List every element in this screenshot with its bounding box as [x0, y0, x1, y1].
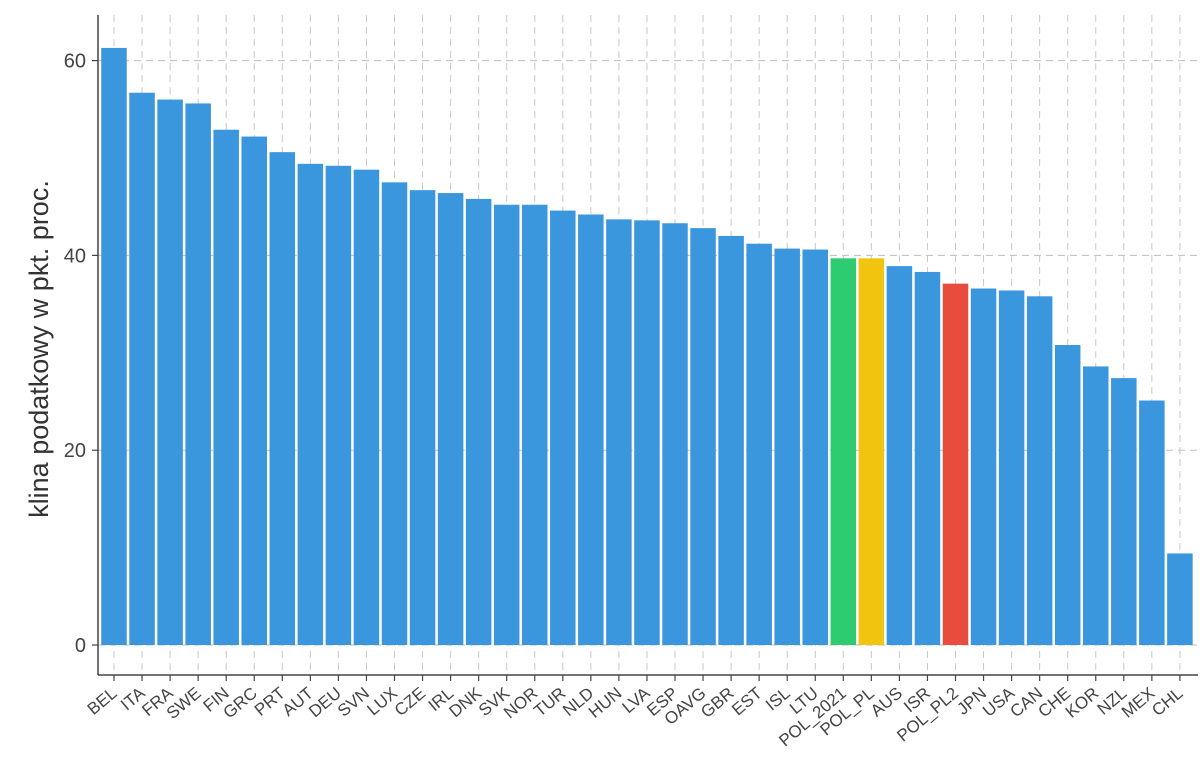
y-tick-label: 20	[64, 440, 86, 462]
bar	[185, 103, 211, 646]
bar	[213, 129, 239, 645]
bar	[129, 92, 155, 645]
x-tick-label: CHL	[1148, 684, 1186, 720]
y-axis-title: klina podatkowy w pkt. proc.	[24, 180, 54, 518]
bar	[690, 228, 716, 646]
bar	[550, 210, 576, 645]
bar	[830, 258, 857, 645]
y-tick-label: 0	[75, 635, 86, 657]
bar	[437, 193, 464, 645]
bar	[493, 204, 520, 645]
bar	[1026, 296, 1053, 645]
bar	[914, 271, 941, 645]
bar	[606, 219, 632, 645]
x-tick-label: CZE	[391, 684, 429, 720]
bar	[942, 283, 969, 645]
bar	[1167, 553, 1193, 645]
bar	[409, 190, 436, 645]
bar	[101, 47, 127, 646]
bar	[522, 204, 548, 645]
bar	[1139, 400, 1165, 645]
bar	[1111, 378, 1137, 645]
bar	[998, 290, 1025, 645]
bar	[353, 169, 380, 646]
bar	[465, 198, 492, 645]
bar	[886, 266, 913, 645]
x-tick-label: EST	[728, 684, 766, 720]
x-tick-label: ISL	[762, 684, 794, 715]
x-tick-label: BEL	[84, 684, 121, 719]
y-tick-labels: 0 20 40 60	[64, 51, 86, 657]
bar	[802, 249, 828, 645]
y-tick-label: 60	[64, 51, 86, 73]
bar	[157, 99, 183, 645]
bar	[241, 136, 267, 645]
bar	[1054, 345, 1081, 645]
bar	[634, 220, 660, 645]
bar	[381, 182, 408, 645]
bar	[325, 165, 352, 646]
bar	[662, 223, 688, 645]
axes	[92, 15, 1198, 681]
bar	[970, 288, 997, 645]
bar	[858, 258, 885, 645]
bar	[746, 243, 772, 645]
bar	[718, 235, 744, 646]
bar	[297, 163, 324, 645]
bars	[101, 47, 1193, 646]
y-tick-label: 40	[64, 245, 86, 267]
bar	[269, 152, 296, 645]
bar	[578, 214, 604, 645]
bar	[1083, 366, 1109, 645]
bar	[774, 248, 800, 645]
x-tick-labels: BELITAFRASWEFINGRCPRTAUTDEUSVNLUXCZEIRLD…	[84, 683, 1187, 750]
